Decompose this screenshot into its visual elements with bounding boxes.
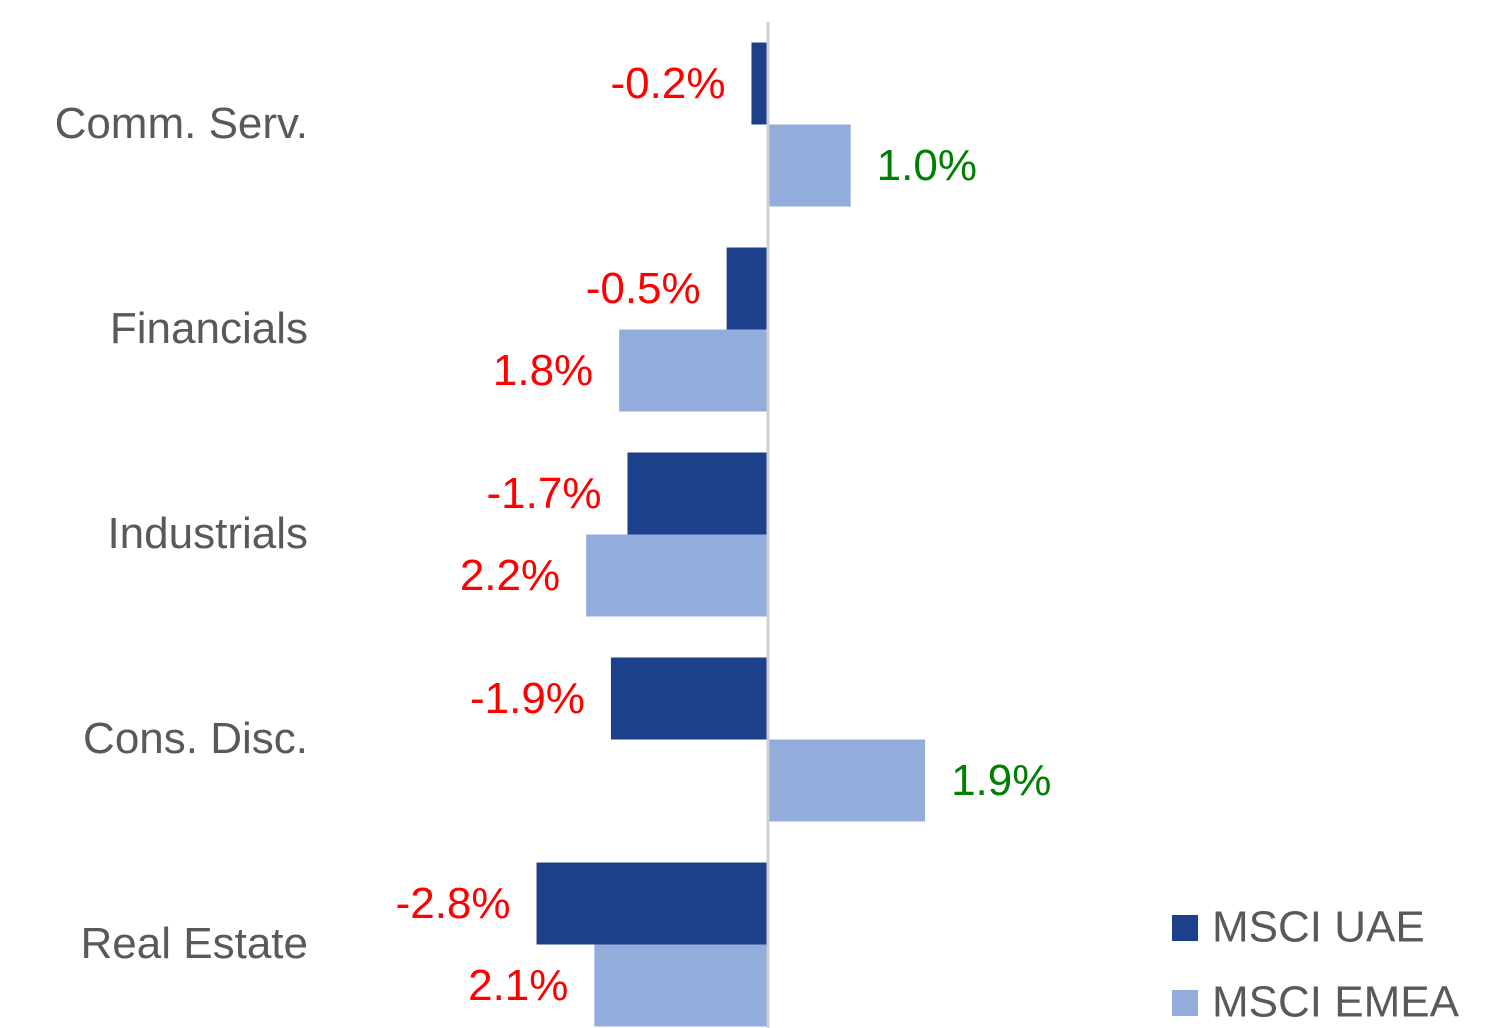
bar (586, 534, 768, 617)
category-label: Cons. Disc. (83, 714, 308, 763)
bar (751, 42, 768, 125)
value-label: -1.7% (487, 469, 602, 518)
category-label: Industrials (107, 509, 308, 558)
bar (619, 329, 768, 412)
category-label: Comm. Serv. (55, 99, 308, 148)
legend-label: MSCI UAE (1212, 903, 1425, 952)
value-label: 1.0% (877, 141, 977, 190)
legend-label: MSCI EMEA (1212, 978, 1460, 1027)
category-label: Real Estate (81, 919, 308, 968)
bar (610, 657, 768, 740)
bar (594, 944, 768, 1027)
value-label: 1.8% (493, 346, 593, 395)
category-label: Financials (110, 304, 308, 353)
legend-swatch (1172, 990, 1198, 1016)
bar (726, 247, 768, 330)
bar (536, 862, 768, 945)
value-label: -0.2% (611, 59, 726, 108)
bar (627, 452, 768, 535)
bar (768, 739, 926, 822)
value-label: -0.5% (586, 264, 701, 313)
legend-swatch (1172, 915, 1198, 941)
value-label: 1.9% (951, 756, 1051, 805)
value-label: 2.1% (468, 961, 568, 1010)
value-label: -2.8% (396, 879, 511, 928)
value-label: 2.2% (460, 551, 560, 600)
bar (768, 124, 851, 207)
value-label: -1.9% (470, 674, 585, 723)
